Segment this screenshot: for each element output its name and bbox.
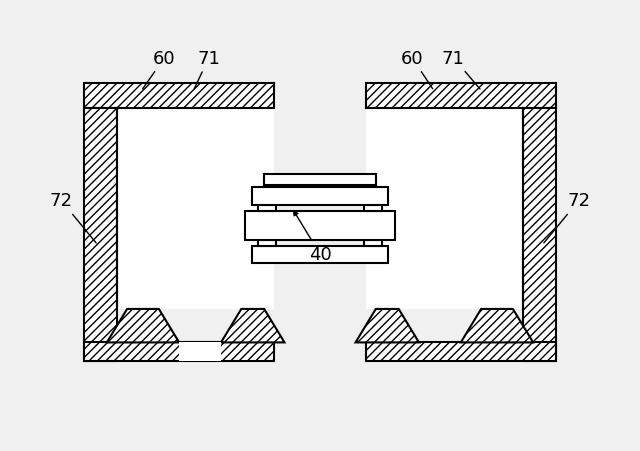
- Text: 71: 71: [195, 50, 220, 89]
- Polygon shape: [107, 309, 179, 343]
- Polygon shape: [461, 309, 533, 343]
- Text: 60: 60: [143, 50, 176, 90]
- Bar: [84, 343, 275, 361]
- Bar: [365, 84, 556, 108]
- Bar: [258, 241, 276, 246]
- Bar: [364, 241, 382, 246]
- Text: 71: 71: [442, 50, 480, 90]
- Bar: [117, 108, 275, 309]
- Text: 72: 72: [50, 192, 96, 244]
- Polygon shape: [221, 309, 284, 343]
- Bar: [523, 108, 556, 361]
- Bar: [364, 206, 382, 212]
- Bar: [179, 343, 221, 361]
- Bar: [252, 188, 388, 206]
- Bar: [84, 108, 117, 361]
- Bar: [258, 206, 276, 212]
- Text: 72: 72: [544, 192, 590, 244]
- Bar: [264, 174, 376, 185]
- Bar: [365, 343, 556, 361]
- Bar: [252, 246, 388, 263]
- Bar: [365, 108, 523, 309]
- Polygon shape: [356, 309, 419, 343]
- Text: 60: 60: [401, 50, 433, 90]
- Text: 40: 40: [294, 212, 332, 263]
- Bar: [246, 212, 394, 241]
- Bar: [84, 84, 275, 108]
